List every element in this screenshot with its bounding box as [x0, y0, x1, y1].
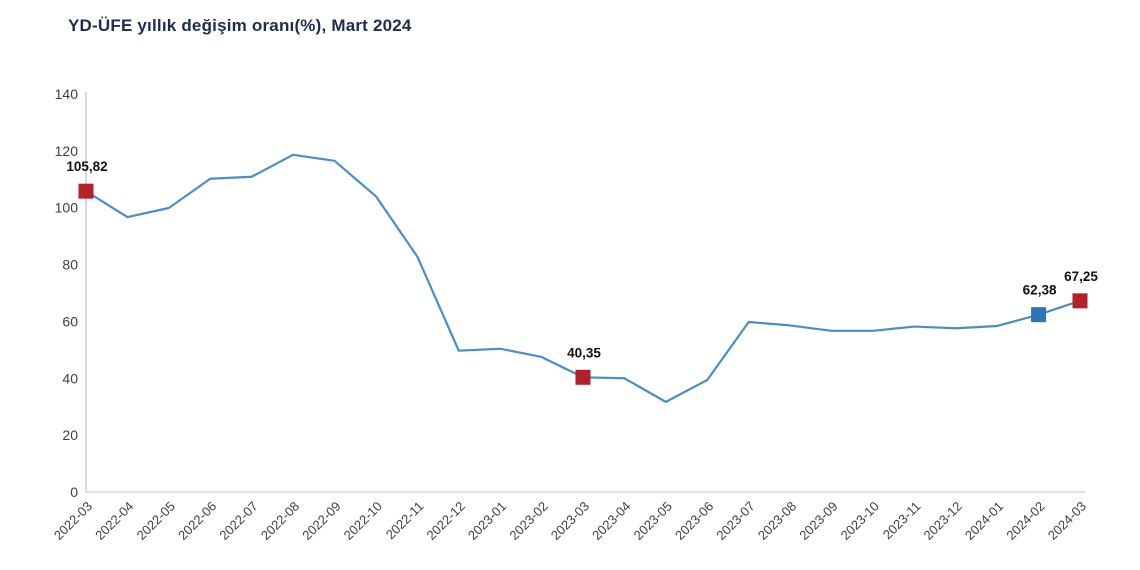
- x-axis-tick-label: 2023-04: [589, 499, 633, 543]
- y-axis-tick-label: 120: [55, 143, 79, 159]
- x-axis-tick-label: 2022-10: [341, 499, 385, 543]
- x-axis-tick-label: 2023-05: [631, 499, 675, 543]
- chart-title: YD-ÜFE yıllık değişim oranı(%), Mart 202…: [68, 16, 412, 35]
- y-axis-tick-label: 60: [62, 313, 78, 329]
- x-axis-tick-label: 2023-12: [921, 499, 965, 543]
- data-point-label: 105,82: [66, 159, 107, 174]
- x-axis-tick-label: 2022-05: [134, 499, 178, 543]
- data-point-label: 62,38: [1023, 283, 1057, 298]
- x-axis-tick-label: 2024-01: [962, 499, 1006, 543]
- x-axis-tick-label: 2023-09: [796, 499, 840, 543]
- data-point-label: 40,35: [567, 345, 601, 360]
- data-point-marker: [1031, 307, 1047, 323]
- data-point-marker: [78, 183, 94, 199]
- y-axis-tick-label: 140: [55, 86, 79, 102]
- x-axis-tick-label: 2022-09: [299, 499, 343, 543]
- x-axis-tick-label: 2023-06: [672, 499, 716, 543]
- data-point-marker: [1072, 293, 1088, 309]
- x-axis-tick-label: 2023-01: [465, 499, 509, 543]
- x-axis-tick-label: 2023-07: [713, 499, 757, 543]
- data-point-marker: [575, 369, 591, 385]
- x-axis-tick-label: 2022-07: [216, 499, 260, 543]
- x-axis-tick-label: 2023-08: [755, 499, 799, 543]
- x-axis-tick-label: 2023-02: [506, 499, 550, 543]
- x-axis-tick-label: 2022-06: [175, 499, 219, 543]
- x-axis-tick-label: 2022-04: [92, 499, 136, 543]
- x-axis-tick-label: 2022-03: [51, 499, 95, 543]
- y-axis-tick-label: 20: [62, 427, 78, 443]
- y-axis-tick-label: 40: [62, 370, 78, 386]
- y-axis-tick-label: 100: [55, 200, 79, 216]
- x-axis-tick-label: 2023-11: [880, 499, 924, 543]
- x-axis-tick-label: 2023-03: [548, 499, 592, 543]
- data-point-label: 67,25: [1064, 269, 1098, 284]
- x-axis-tick-label: 2022-12: [424, 499, 468, 543]
- chart-line: [84, 153, 1082, 403]
- x-axis-tick-label: 2024-03: [1045, 499, 1089, 543]
- x-axis-tick-label: 2022-08: [258, 499, 302, 543]
- x-axis-tick-label: 2022-11: [383, 499, 427, 543]
- x-axis-tick-label: 2023-10: [838, 499, 882, 543]
- y-axis-tick-label: 0: [70, 484, 78, 500]
- y-axis-tick-label: 80: [62, 257, 78, 273]
- x-axis-tick-label: 2024-02: [1003, 499, 1047, 543]
